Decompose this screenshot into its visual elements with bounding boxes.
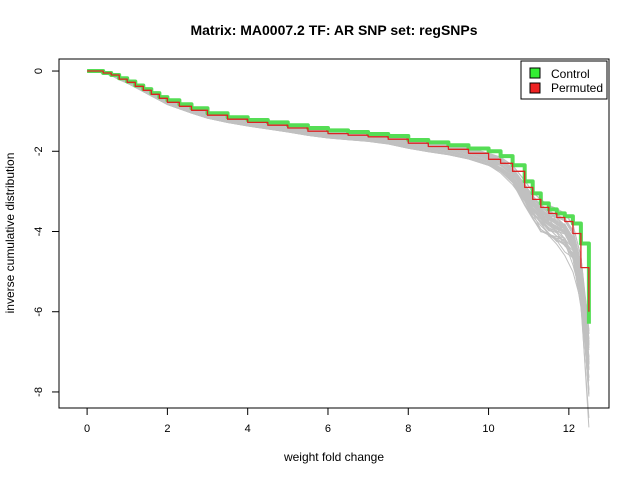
series-line-control	[87, 69, 591, 324]
chart-title: Matrix: MA0007.2 TF: AR SNP set: regSNPs	[190, 22, 477, 38]
permutation-background-line	[87, 70, 590, 359]
legend-swatch-permuted	[529, 82, 541, 94]
permutation-background-line	[87, 70, 590, 381]
permutation-background-line	[87, 70, 590, 339]
permutation-background-line	[87, 70, 590, 364]
legend: Control Permuted	[520, 60, 608, 100]
permutation-background-line	[87, 70, 590, 330]
permutation-background-line	[87, 70, 590, 345]
permutation-background-line	[87, 70, 590, 344]
series-lines-group	[87, 69, 591, 324]
permutation-background-line	[87, 70, 590, 345]
x-axis-label: weight fold change	[283, 450, 384, 464]
permutation-background-line	[87, 70, 590, 340]
permutation-background-line	[87, 70, 590, 334]
y-tick-label: 0	[33, 68, 45, 74]
permutation-background-line	[87, 70, 590, 364]
x-tick-label: 8	[405, 423, 411, 435]
permutation-background-line	[87, 70, 590, 342]
permutation-background-line	[87, 70, 590, 345]
y-axis: 0 -2 -4 -6 -8	[33, 68, 60, 397]
permutation-background-line	[87, 70, 590, 332]
permutation-background-line	[87, 70, 590, 342]
x-tick-label: 4	[245, 423, 251, 435]
permutation-background-line	[87, 70, 590, 365]
permutation-background-line	[87, 70, 590, 397]
y-axis-label: inverse cumulative distribution	[3, 153, 17, 314]
permutation-background-line	[87, 70, 590, 362]
permutation-background-line	[87, 70, 590, 395]
permutation-background-line	[87, 70, 590, 349]
legend-label-control: Control	[551, 67, 590, 81]
series-line-permuted	[87, 70, 590, 312]
permutation-background-line	[87, 70, 590, 335]
y-tick-label: -2	[33, 146, 45, 156]
permutation-background-line	[87, 70, 590, 370]
permutation-background-line	[87, 70, 590, 345]
permutation-background-line	[87, 70, 590, 369]
legend-swatch-control	[529, 67, 541, 79]
legend-label-permuted: Permuted	[551, 81, 603, 95]
x-tick-label: 10	[482, 423, 494, 435]
y-tick-label: -4	[33, 227, 45, 237]
permutation-background-line	[87, 70, 590, 394]
permutation-background-line	[87, 70, 590, 346]
permutation-background-line	[87, 70, 590, 348]
permutation-background-line	[87, 70, 590, 378]
background-lines-group	[87, 70, 590, 428]
permutation-background-line	[87, 70, 590, 390]
permutation-background-line	[87, 70, 590, 322]
permutation-background-line	[87, 70, 590, 418]
permutation-background-line	[87, 70, 590, 365]
permutation-background-line	[87, 70, 590, 331]
permutation-background-line	[87, 70, 590, 391]
y-tick-label: -8	[33, 387, 45, 397]
permutation-background-line	[87, 70, 590, 323]
permutation-background-line	[87, 70, 590, 371]
permutation-background-line	[87, 70, 590, 428]
x-tick-label: 6	[325, 423, 331, 435]
permutation-background-line	[87, 70, 590, 391]
permutation-background-line	[87, 70, 590, 357]
x-tick-label: 0	[84, 423, 90, 435]
x-tick-label: 12	[563, 423, 575, 435]
permutation-background-line	[87, 70, 590, 346]
permutation-background-line	[87, 70, 590, 358]
permutation-background-line	[87, 70, 590, 351]
permutation-background-line	[87, 70, 590, 365]
x-axis: 0 2 4 6 8 10 12	[84, 407, 575, 435]
permutation-background-line	[87, 70, 590, 361]
permutation-background-line	[87, 70, 590, 360]
x-tick-label: 2	[164, 423, 170, 435]
permutation-background-line	[87, 70, 590, 364]
permutation-background-line	[87, 70, 590, 378]
y-tick-label: -6	[33, 307, 45, 317]
permutation-background-line	[87, 70, 590, 332]
permutation-background-line	[87, 70, 590, 335]
plot-frame	[58, 58, 610, 409]
permutation-background-line	[87, 70, 590, 342]
